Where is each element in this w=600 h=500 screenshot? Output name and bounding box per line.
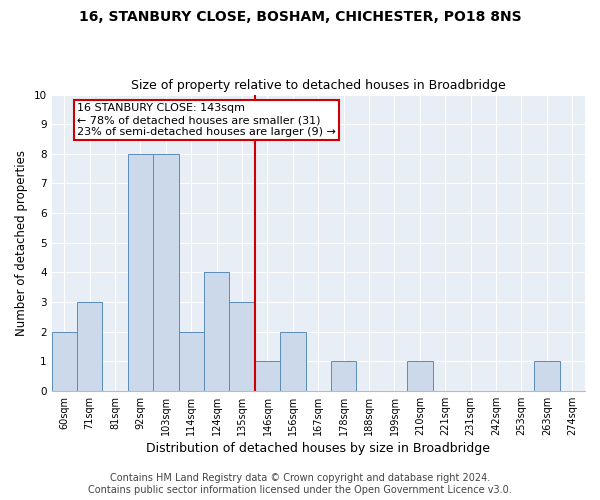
Bar [128,154,153,391]
Bar [153,154,179,391]
Bar [407,361,433,391]
Bar [280,332,305,391]
Text: 16 STANBURY CLOSE: 143sqm
← 78% of detached houses are smaller (31)
23% of semi-: 16 STANBURY CLOSE: 143sqm ← 78% of detac… [77,104,336,136]
Bar [229,302,255,391]
Bar [331,361,356,391]
Bar [179,332,204,391]
Bar [204,272,229,391]
Bar [52,332,77,391]
Text: 16, STANBURY CLOSE, BOSHAM, CHICHESTER, PO18 8NS: 16, STANBURY CLOSE, BOSHAM, CHICHESTER, … [79,10,521,24]
Bar [77,302,103,391]
Text: Contains HM Land Registry data © Crown copyright and database right 2024.
Contai: Contains HM Land Registry data © Crown c… [88,474,512,495]
Y-axis label: Number of detached properties: Number of detached properties [15,150,28,336]
Title: Size of property relative to detached houses in Broadbridge: Size of property relative to detached ho… [131,79,506,92]
Bar [534,361,560,391]
Bar [255,361,280,391]
X-axis label: Distribution of detached houses by size in Broadbridge: Distribution of detached houses by size … [146,442,490,455]
